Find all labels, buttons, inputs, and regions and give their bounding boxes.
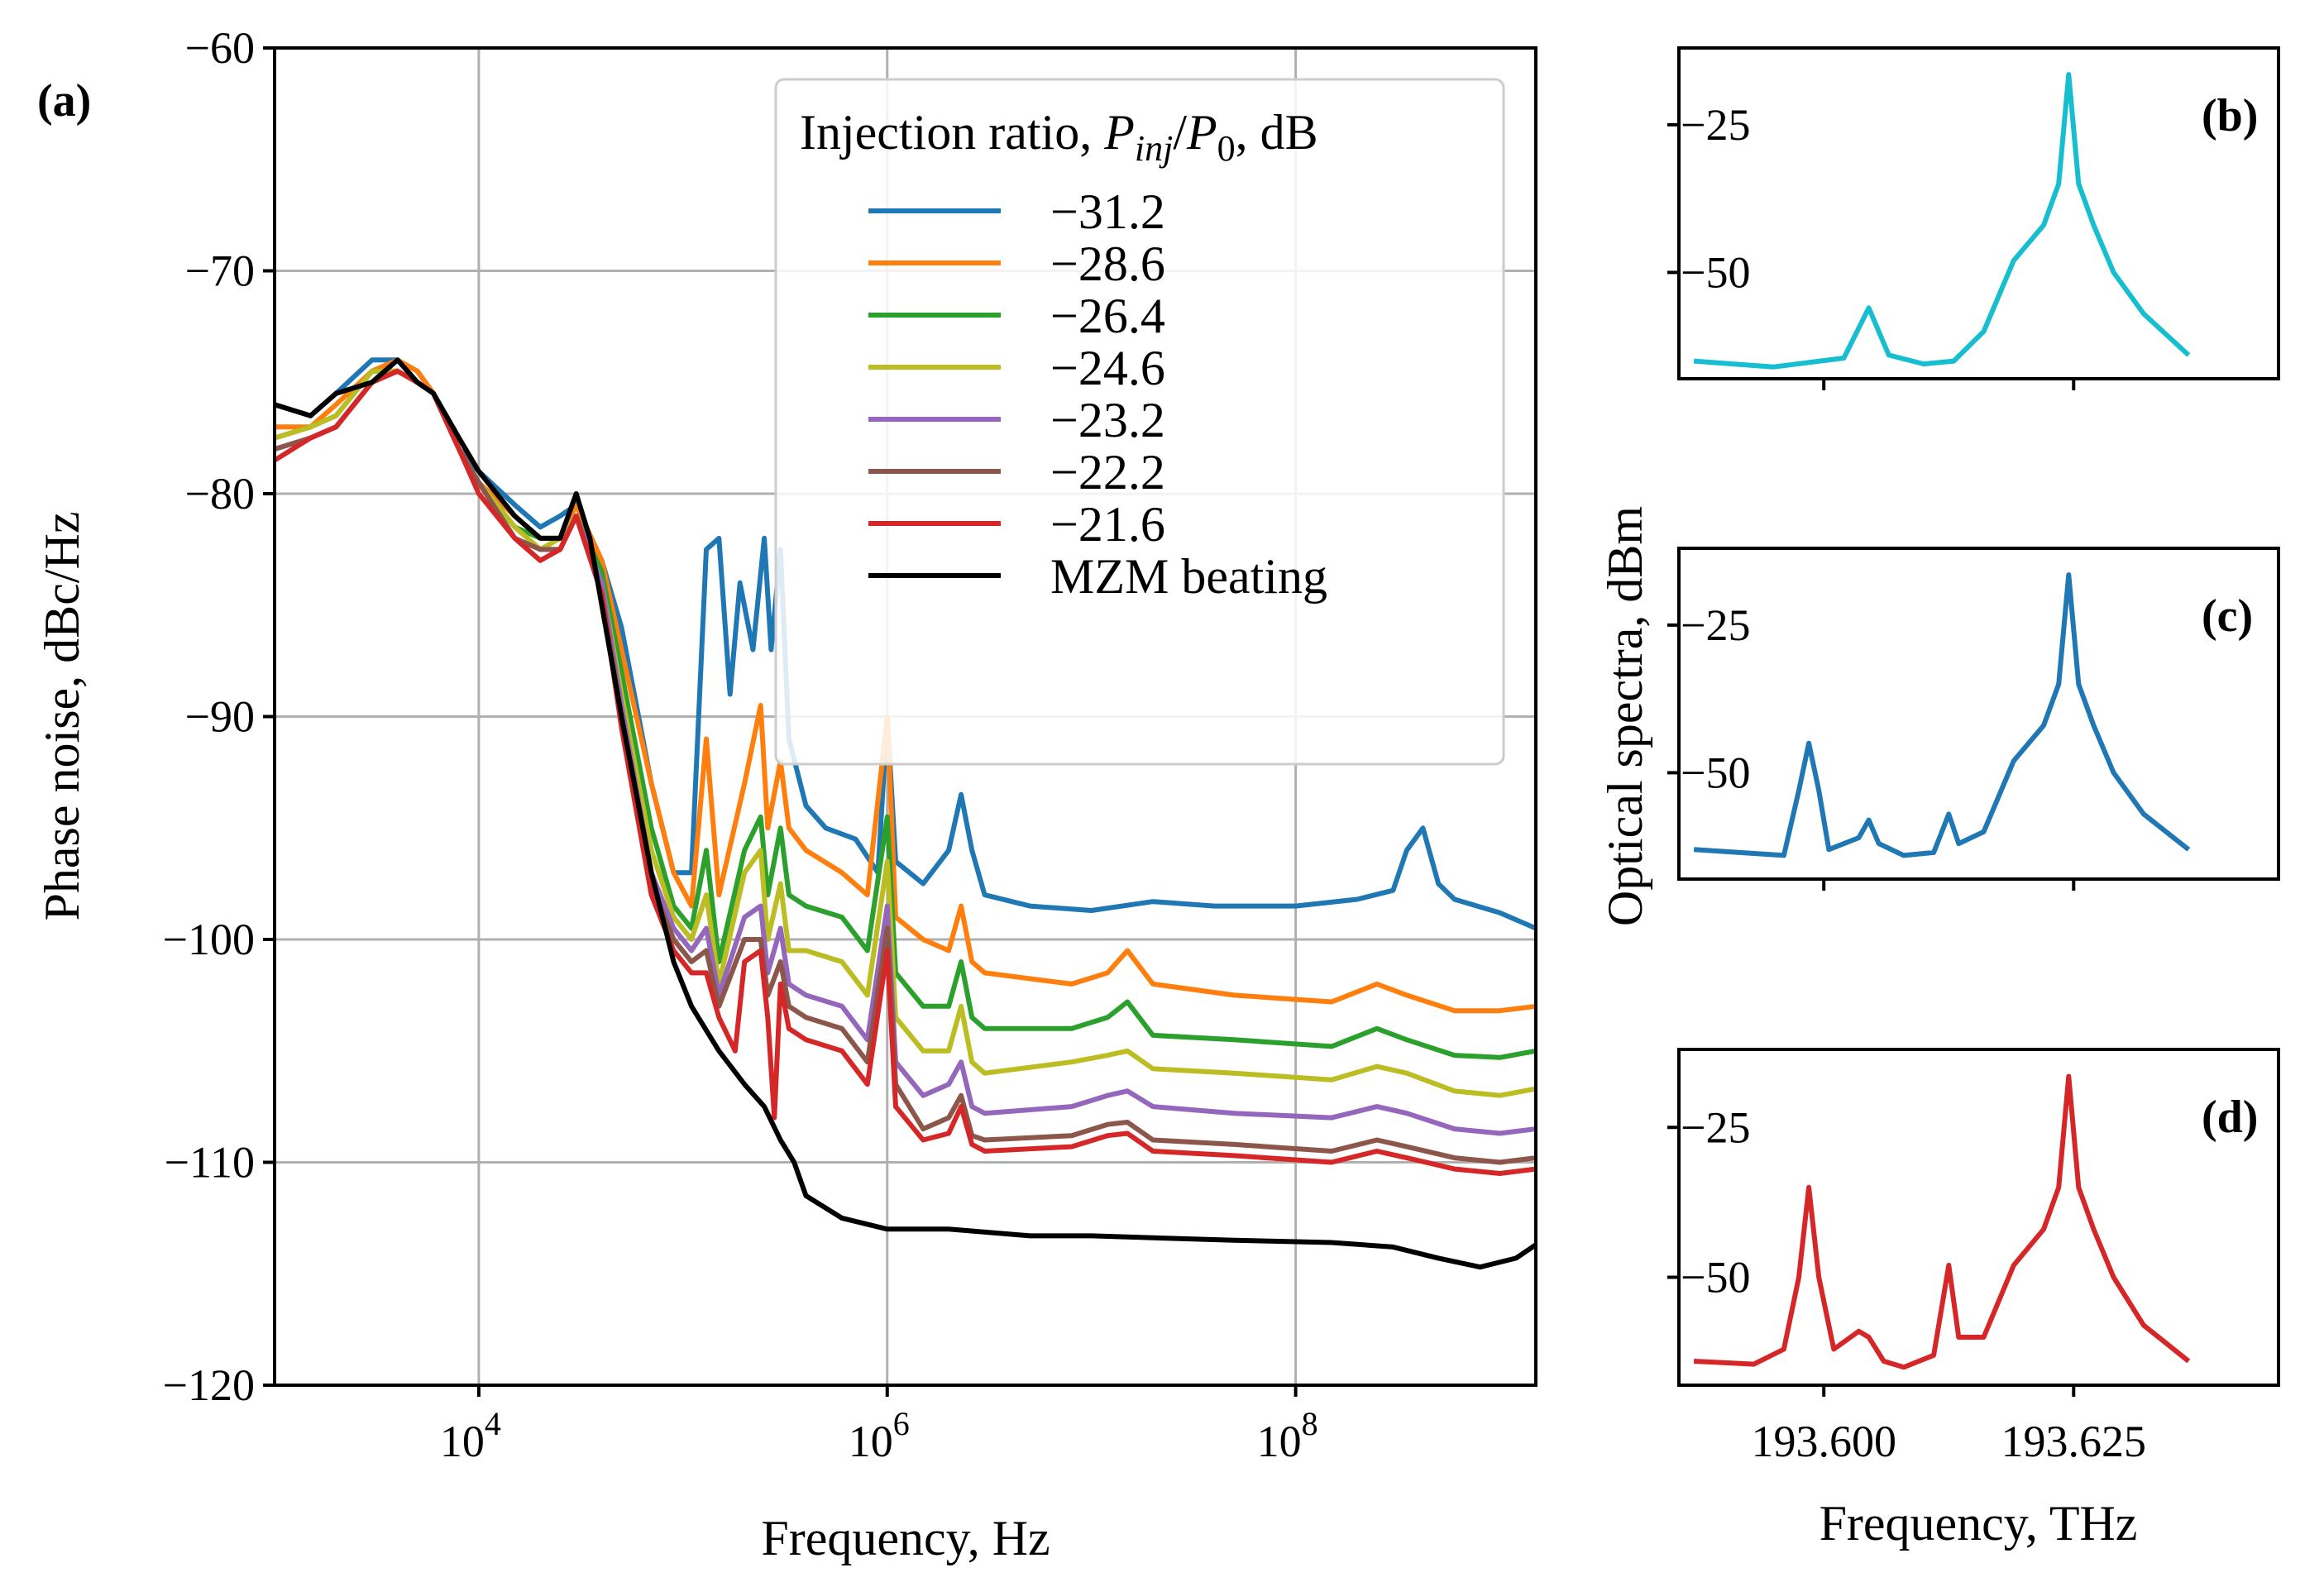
- legend: Injection ratio, Pinj/P0, dB −31.2−28.6−…: [774, 78, 1505, 766]
- d-x-axis-label: Frequency, THz: [1820, 1496, 2138, 1551]
- a-panel-label: (a): [37, 75, 91, 127]
- a-xtick-base: 10: [440, 1417, 485, 1466]
- legend-entry-label: MZM beating: [1050, 549, 1327, 604]
- a-ytick-label: −90: [185, 692, 255, 742]
- legend-title-prefix: Injection ratio,: [800, 105, 1104, 160]
- a-xtick-label: 104: [440, 1405, 501, 1466]
- b-spectrum-line: [1693, 72, 2191, 370]
- c-ticks: −25 −50: [1667, 600, 2076, 891]
- b-panel-label: (b): [2202, 90, 2258, 141]
- b-axes-frame: [1677, 46, 2280, 380]
- a-xtick-exp: 4: [485, 1405, 501, 1442]
- legend-title-sub0: 0: [1217, 128, 1236, 169]
- b-series-group: [1693, 72, 2191, 370]
- c-ytick-label: −25: [1681, 600, 1750, 650]
- b-ytick-label: −25: [1681, 100, 1750, 150]
- d-ticks: −25 −50 193.600 193.625: [1667, 1102, 2146, 1466]
- a-ytick-label: −60: [185, 23, 255, 73]
- legend-entry-label: −28.6: [1050, 237, 1165, 291]
- a-ytick-label: −120: [163, 1360, 255, 1410]
- a-ytick-label: −70: [185, 246, 255, 296]
- a-xtick-exp: 6: [893, 1405, 910, 1442]
- a-xtick-exp: 8: [1302, 1405, 1318, 1442]
- a-x-axis-label: Frequency, Hz: [761, 1511, 1050, 1565]
- d-xtick-label: 193.600: [1751, 1417, 1896, 1466]
- legend-title: Injection ratio, Pinj/P0, dB: [800, 105, 1318, 169]
- legend-entry-label: −23.2: [1050, 393, 1165, 447]
- a-ytick-label: −100: [163, 915, 255, 964]
- legend-title-suffix: , dB: [1236, 105, 1318, 160]
- a-ytick-label: −80: [185, 469, 255, 519]
- c-panel-label: (c): [2202, 590, 2253, 642]
- legend-entry-label: −22.2: [1050, 445, 1165, 499]
- legend-entry-label: −21.6: [1050, 497, 1165, 552]
- legend-title-P: P: [1103, 105, 1135, 160]
- optical-y-axis-label: Optical spectra, dBm: [1598, 506, 1652, 926]
- c-axes-frame: [1677, 547, 2280, 881]
- c-spectrum-line: [1693, 572, 2191, 858]
- panel-d: −25 −50 193.600 193.625 (d) Frequency, THz: [1667, 1048, 2280, 1551]
- c-ytick-label: −50: [1681, 748, 1750, 797]
- d-xtick-label: 193.625: [2001, 1417, 2147, 1466]
- a-series-line: [275, 357, 1536, 1270]
- d-ytick-label: −25: [1681, 1102, 1750, 1152]
- a-xtick-base: 10: [1257, 1417, 1302, 1466]
- d-spectrum-line: [1693, 1073, 2191, 1370]
- legend-entry-label: −31.2: [1050, 184, 1165, 239]
- a-series-line: [275, 368, 1536, 1176]
- legend-title-P0: P: [1186, 105, 1217, 160]
- a-xtick-label: 106: [849, 1405, 910, 1466]
- a-ytick-label: −110: [165, 1138, 255, 1188]
- panel-b: −25 −50 (b): [1667, 46, 2280, 390]
- legend-entry-label: −26.4: [1050, 289, 1165, 343]
- d-ytick-label: −50: [1681, 1253, 1750, 1302]
- legend-entry-label: −24.6: [1050, 341, 1165, 395]
- a-series-group: [275, 357, 1536, 1270]
- b-ytick-label: −50: [1681, 247, 1750, 297]
- legend-title-inj: inj: [1135, 128, 1173, 169]
- legend-box: [774, 78, 1505, 766]
- d-axes-frame: [1677, 1048, 2280, 1387]
- b-ticks: −25 −50: [1667, 100, 2076, 390]
- c-series-group: [1693, 572, 2191, 858]
- legend-title-slash: /: [1173, 105, 1187, 160]
- a-xtick-label: 108: [1257, 1405, 1318, 1466]
- a-xtick-base: 10: [849, 1417, 893, 1466]
- d-panel-label: (d): [2202, 1092, 2258, 1143]
- d-series-group: [1693, 1073, 2191, 1370]
- a-y-axis-label: Phase noise, dBc/Hz: [35, 512, 89, 921]
- panel-c: −25 −50 (c): [1667, 547, 2280, 891]
